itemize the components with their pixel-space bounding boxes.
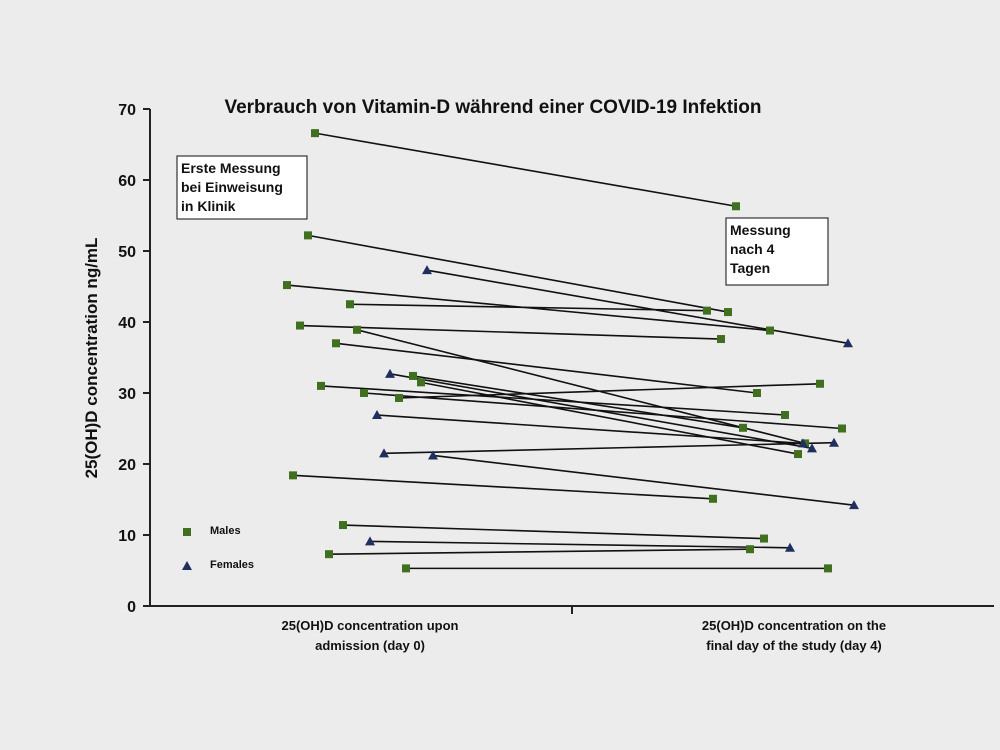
male-data-point xyxy=(766,326,774,335)
male-data-point xyxy=(732,202,740,211)
series-line xyxy=(314,132,737,208)
legend-marker-males xyxy=(183,528,191,536)
x-category-label: 25(OH)D concentration on the xyxy=(702,618,886,633)
series-line xyxy=(342,524,765,540)
y-tick-label: 0 xyxy=(127,599,136,616)
male-data-point xyxy=(332,339,340,348)
y-tick-label: 60 xyxy=(118,173,136,190)
legend-label: Females xyxy=(210,559,254,571)
annotation-box xyxy=(725,217,829,286)
male-data-point xyxy=(304,231,312,240)
male-data-point xyxy=(760,534,768,543)
female-data-point xyxy=(785,542,795,552)
male-data-point xyxy=(360,389,368,397)
male-data-point xyxy=(816,379,824,388)
annotations: Erste Messung bei Einweisung in Klinik Mess… xyxy=(176,155,829,286)
y-tick-label: 30 xyxy=(118,386,136,403)
female-data-point xyxy=(428,450,438,460)
annotation-text: in Klinik xyxy=(181,198,236,214)
legend-marker-females xyxy=(182,561,192,570)
x-category-label: final day of the study (day 4) xyxy=(706,638,882,653)
annotation-text: Messung xyxy=(730,222,791,238)
female-data-point xyxy=(365,536,375,546)
legend-label: Males xyxy=(210,525,241,537)
series-line xyxy=(363,392,843,430)
male-data-point xyxy=(409,371,417,380)
annotation-box xyxy=(176,155,308,220)
male-data-point xyxy=(824,564,832,573)
annotation-text: bei Einweisung xyxy=(181,179,283,195)
female-data-point xyxy=(843,338,853,348)
male-data-point xyxy=(402,564,410,573)
series-markers xyxy=(283,129,859,573)
male-data-point xyxy=(283,281,291,290)
male-data-point xyxy=(417,378,425,387)
series-line xyxy=(426,269,849,345)
female-data-point xyxy=(807,443,817,453)
annotation-text: nach 4 xyxy=(730,241,775,257)
y-tick-label: 50 xyxy=(118,244,136,261)
chart-title: Verbrauch von Vitamin-D während einer CO… xyxy=(224,97,761,118)
male-data-point xyxy=(339,521,347,530)
series-lines xyxy=(286,132,855,570)
female-data-point xyxy=(849,500,859,510)
female-data-point xyxy=(422,265,432,275)
x-category-label: admission (day 0) xyxy=(315,638,425,653)
y-axis-ticks: 0 10 20 30 40 50 60 70 xyxy=(118,102,150,616)
y-tick-label: 10 xyxy=(118,528,136,545)
series-line xyxy=(376,414,804,445)
y-tick-label: 70 xyxy=(118,102,136,119)
male-data-point xyxy=(296,321,304,330)
x-axis-labels: 25(OH)D concentration upon admission (day… xyxy=(282,618,887,653)
female-data-point xyxy=(372,410,382,420)
male-data-point xyxy=(746,545,754,554)
series-line xyxy=(398,382,821,399)
male-data-point xyxy=(311,129,319,138)
annotation-text: Tagen xyxy=(730,260,770,276)
male-data-point xyxy=(724,308,732,317)
female-data-point xyxy=(829,437,839,447)
y-tick-label: 20 xyxy=(118,457,136,474)
series-line xyxy=(383,441,835,455)
y-tick-label: 40 xyxy=(118,315,136,332)
x-category-label: 25(OH)D concentration upon xyxy=(282,618,459,633)
male-data-point xyxy=(289,471,297,480)
male-data-point xyxy=(346,300,354,309)
series-line xyxy=(307,234,729,313)
series-line xyxy=(292,474,714,500)
series-line xyxy=(335,342,758,394)
series-line xyxy=(328,548,751,555)
male-data-point xyxy=(395,393,403,402)
annotation-text: Erste Messung xyxy=(181,160,281,176)
male-data-point xyxy=(794,450,802,459)
female-data-point xyxy=(379,448,389,458)
male-data-point xyxy=(781,411,789,420)
series-line xyxy=(432,454,855,506)
male-data-point xyxy=(325,550,333,559)
male-data-point xyxy=(838,424,846,433)
male-data-point xyxy=(709,494,717,503)
male-data-point xyxy=(753,389,761,397)
male-data-point xyxy=(317,381,325,390)
legend: Males Females xyxy=(182,525,254,571)
female-data-point xyxy=(385,368,395,378)
male-data-point xyxy=(717,335,725,344)
series-line xyxy=(320,385,786,416)
series-line xyxy=(299,324,722,340)
male-data-point xyxy=(739,423,747,432)
male-data-point xyxy=(703,306,711,315)
female-data-point xyxy=(798,438,808,448)
y-axis-label: 25(OH)D concentration ng/mL xyxy=(82,238,101,479)
series-line xyxy=(349,303,708,312)
series-line xyxy=(420,381,799,455)
series-line xyxy=(356,329,806,445)
series-line xyxy=(369,540,791,549)
male-data-point xyxy=(353,325,361,334)
